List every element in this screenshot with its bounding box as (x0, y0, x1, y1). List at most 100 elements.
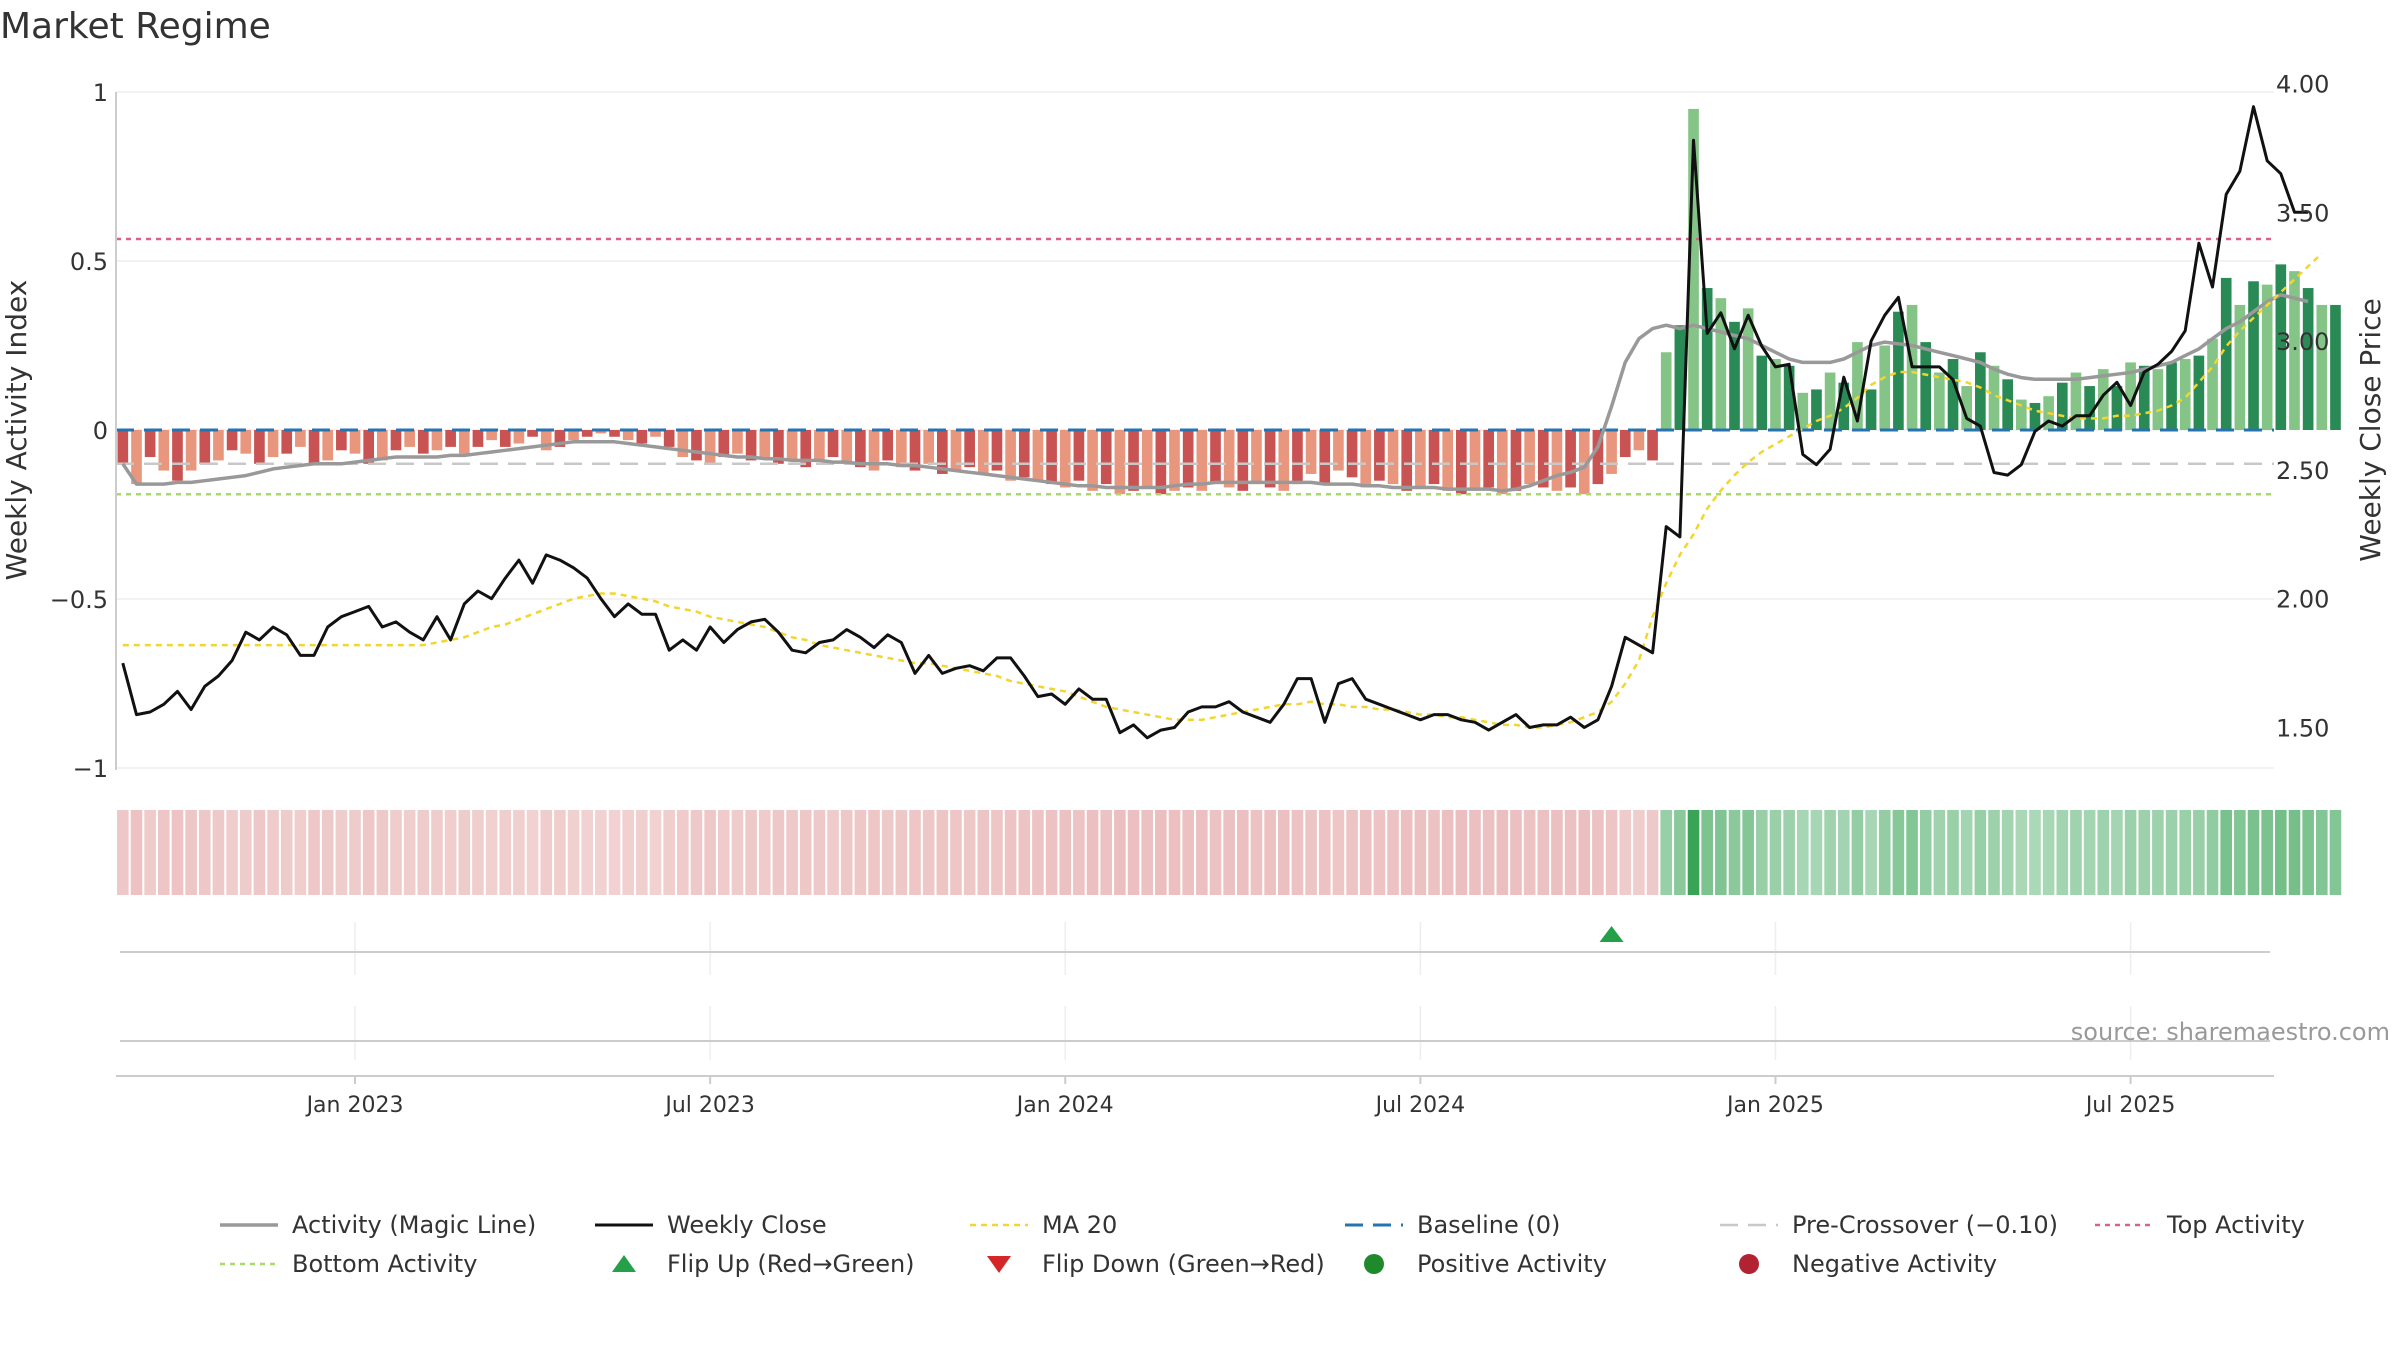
regime-cell (1742, 810, 1754, 895)
activity-bar (2220, 277, 2232, 430)
legend-label: Top Activity (2166, 1211, 2305, 1239)
legend-swatch (612, 1255, 636, 1272)
activity-bar (2084, 386, 2095, 430)
activity-bar (1046, 430, 1057, 485)
activity-bar (2111, 386, 2123, 430)
activity-bar (499, 430, 511, 447)
regime-cell (1032, 810, 1044, 895)
activity-bar (786, 430, 798, 461)
activity-bar (417, 430, 429, 454)
activity-bar (117, 430, 129, 464)
activity-bar (1319, 430, 1331, 485)
regime-cell (1100, 810, 1113, 895)
activity-bar (458, 430, 470, 454)
activity-bar (404, 430, 415, 447)
regime-cell (390, 810, 402, 895)
activity-bar (2166, 362, 2177, 430)
regime-cell (622, 810, 634, 895)
left-tick-label: −0.5 (50, 586, 108, 614)
regime-cell (267, 810, 279, 895)
activity-bar (1346, 430, 1358, 478)
x-tick-label: Jul 2025 (2084, 1093, 2176, 1118)
activity-bar (2029, 402, 2041, 430)
regime-cell (1947, 810, 1959, 895)
activity-bar (445, 430, 456, 447)
activity-bar (363, 430, 375, 464)
activity-bar (595, 430, 607, 434)
activity-bar (1824, 372, 1836, 430)
activity-bar (554, 430, 566, 447)
source-note: source: sharemaestro.com (2071, 1018, 2390, 1046)
activity-bar (1783, 365, 1795, 430)
activity-bar (267, 430, 279, 458)
activity-bar (1742, 308, 1754, 430)
regime-cell (1168, 810, 1181, 895)
grid (116, 91, 2274, 1060)
activity-bar (2138, 365, 2150, 430)
legend-item-pos-dot: Positive Activity (1364, 1250, 1607, 1278)
regime-cell (2083, 810, 2096, 895)
activity-bar (882, 430, 894, 461)
activity-bar (2193, 355, 2205, 430)
activity-bar (1797, 392, 1809, 430)
regime-cell (1974, 810, 1987, 895)
legend-item-ma: MA 20 (970, 1211, 1117, 1239)
activity-bar (1619, 430, 1631, 458)
reference-lines (116, 237, 2274, 496)
activity-bar (2152, 369, 2164, 430)
regime-cell (2275, 810, 2287, 895)
activity-bar (2302, 288, 2314, 430)
activity-bar (213, 430, 224, 461)
regime-cell (1892, 810, 1905, 895)
legend-label: Positive Activity (1417, 1250, 1607, 1278)
activity-bar (950, 430, 962, 471)
activity-bar (1305, 430, 1317, 474)
legend-label: Activity (Magic Line) (292, 1211, 536, 1239)
axes: 1 0.5 0 −0.5 −1 4.00 3.50 3.00 2.50 2.00 1.50 Jan 2… (50, 71, 2330, 1119)
regime-cell (636, 810, 648, 895)
regime-cell (1701, 810, 1713, 895)
activity-bar (991, 430, 1003, 471)
regime-cell (2234, 810, 2246, 895)
legend-swatch (987, 1256, 1011, 1273)
regime-cell (1428, 810, 1440, 895)
legend-label: Flip Down (Green→Red) (1042, 1250, 1325, 1278)
regime-cell (2097, 810, 2110, 895)
regime-cell (677, 810, 689, 895)
activity-bar (1169, 430, 1180, 491)
regime-cell (977, 810, 990, 895)
legend-item-baseline: Baseline (0) (1345, 1211, 1560, 1239)
regime-cell (1523, 810, 1536, 895)
regime-cell (2111, 810, 2123, 895)
regime-cell (772, 810, 785, 895)
activity-bar (568, 430, 579, 441)
regime-cell (1045, 810, 1058, 895)
activity-bar (1196, 430, 1208, 491)
activity-bar (2330, 304, 2341, 430)
regime-cell (1865, 810, 1877, 895)
right-tick-label: 4.00 (2276, 71, 2329, 99)
activity-bar (2002, 379, 2013, 430)
regime-cell (1127, 810, 1140, 895)
activity-bar (1510, 430, 1522, 491)
regime-cell (799, 810, 812, 895)
activity-bar (2070, 372, 2082, 430)
activity-bar (1237, 430, 1249, 491)
regime-cell (1250, 810, 1263, 895)
activity-bar (1264, 430, 1276, 488)
regime-cell (1114, 810, 1126, 895)
regime-cell (731, 810, 744, 895)
right-tick-label: 3.00 (2276, 328, 2329, 356)
activity-bar (226, 430, 238, 451)
regime-cell (171, 810, 184, 895)
left-tick-label: 0 (93, 417, 108, 445)
legend-item-flip-up: Flip Up (Red→Green) (612, 1250, 915, 1278)
activity-bar (431, 430, 443, 451)
regime-cell (1400, 810, 1413, 895)
activity-bar (308, 430, 320, 464)
regime-cell (1851, 810, 1864, 895)
left-tick-label: 0.5 (70, 248, 108, 276)
activity-bar (1947, 359, 1959, 430)
activity-bar (172, 430, 183, 481)
